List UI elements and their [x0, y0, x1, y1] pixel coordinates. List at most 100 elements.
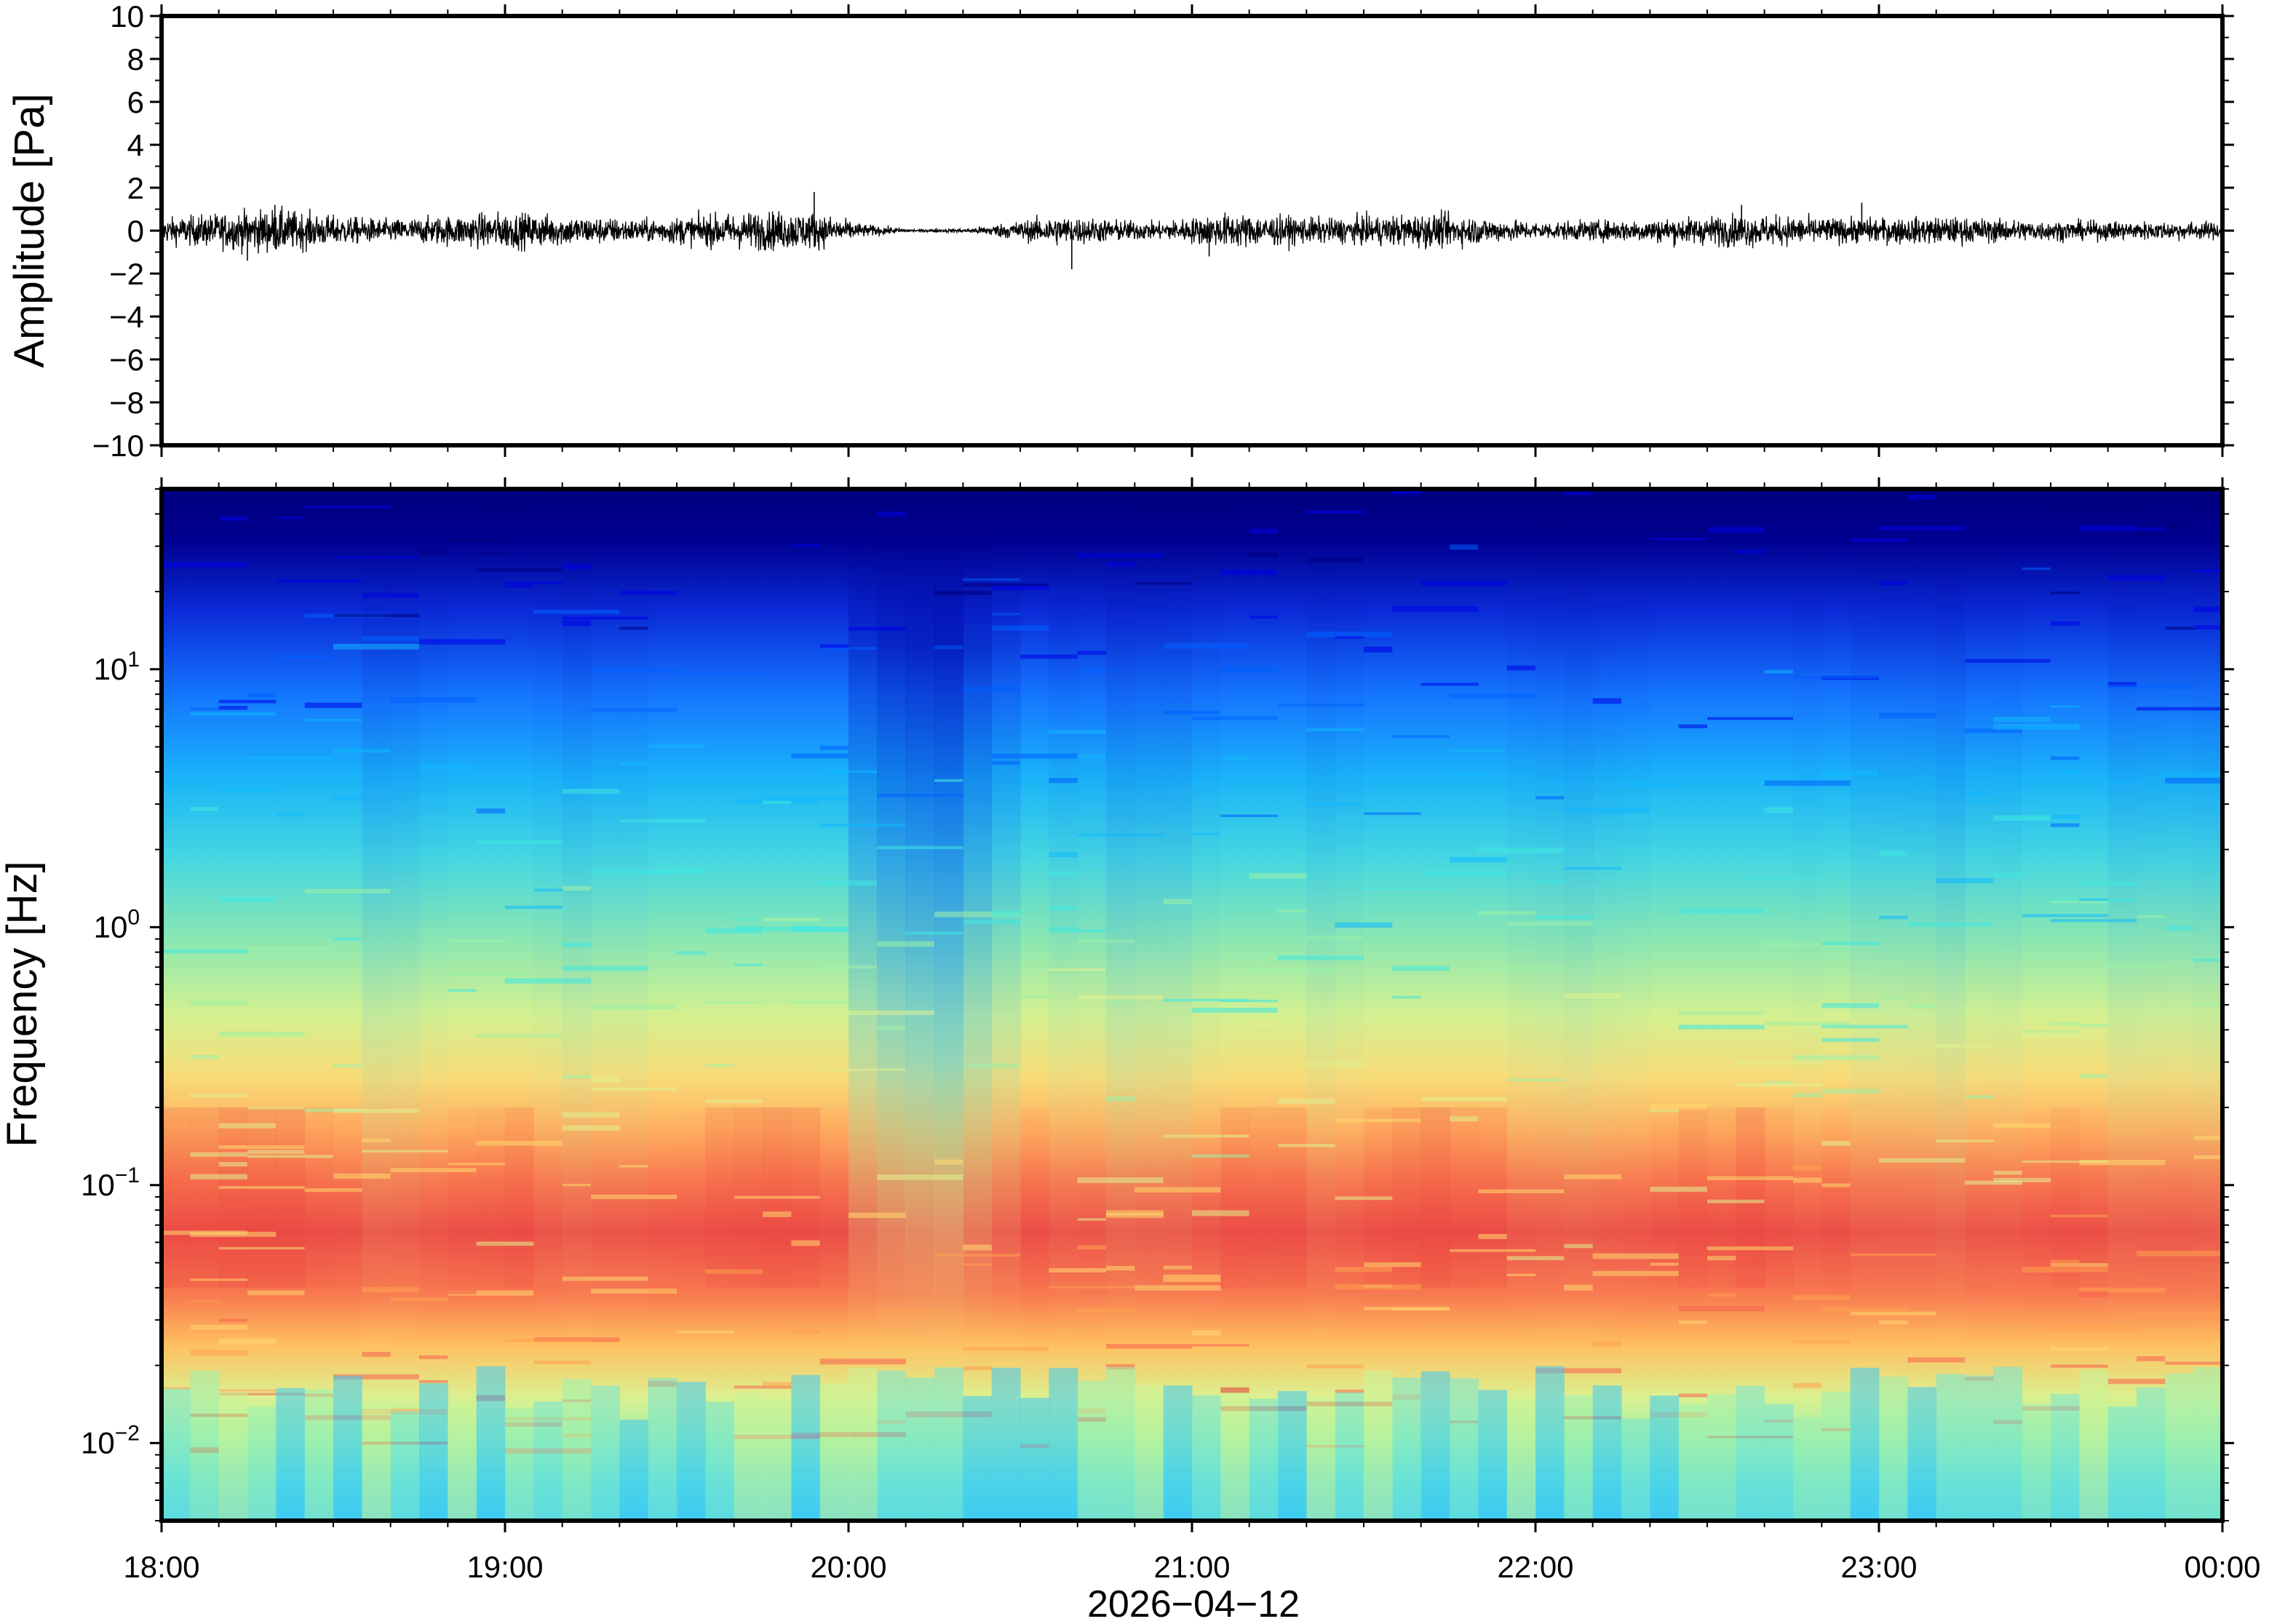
spectrogram-texture-stripe	[1907, 1003, 1936, 1008]
spectrogram-texture-stripe	[934, 911, 1020, 918]
spectrogram-texture-stripe	[1278, 704, 1364, 706]
spectrogram-texture-stripe	[333, 1108, 362, 1113]
spectrogram-low-cell	[1678, 1404, 1708, 1521]
spectrogram-texture-stripe	[1793, 1055, 1879, 1061]
spectrogram-texture-stripe	[791, 1240, 820, 1246]
spectrogram-column-peak	[162, 1107, 191, 1288]
spectrogram-texture-stripe	[991, 760, 1020, 765]
spectrogram-low-cell	[1879, 1376, 1908, 1521]
spectrogram-column-peak	[1650, 1107, 1679, 1288]
spectrogram-texture-stripe	[791, 926, 820, 928]
spectrogram-low-cell	[1592, 1385, 1622, 1521]
spectrogram-texture-stripe	[2079, 1291, 2108, 1297]
spectrogram-texture-stripe	[1965, 792, 1994, 795]
spectrogram-texture-stripe	[476, 503, 534, 508]
spectrogram-low-cell	[1420, 1371, 1450, 1521]
time-axis: 18:00 19:00 20:00 21:00 22:00 23:00 00:00	[123, 4, 2261, 1584]
spectrogram-texture-stripe	[705, 1099, 763, 1103]
spectrogram-texture-stripe	[648, 1289, 677, 1293]
spectrogram-texture-stripe	[819, 768, 849, 773]
spectrogram-texture-stripe	[619, 626, 648, 630]
spectrogram-column-peak	[820, 1107, 849, 1288]
date-label: 2026−04−12	[1087, 1583, 1300, 1624]
spectrogram-low-cell	[247, 1406, 277, 1521]
spectrogram-texture-stripe	[2107, 781, 2137, 784]
waveform-panel: 10 8 6 4 2 0 −2 −4 −6 −8 −10 Amplitude [Pa]	[6, 0, 2234, 463]
spectrogram-column	[362, 489, 392, 1521]
spectrogram-texture-stripe	[276, 655, 333, 658]
spectrogram-low-cell	[1850, 1367, 1880, 1521]
spectrogram-texture-stripe	[1736, 876, 1822, 879]
spectrogram-texture-stripe	[1420, 682, 1479, 686]
spectrogram-texture-stripe	[1220, 814, 1278, 818]
spectrogram-texture-stripe	[2107, 1378, 2166, 1385]
spectrogram-texture-stripe	[218, 1186, 305, 1189]
spectrogram-texture-stripe	[1850, 1253, 1936, 1257]
spectrogram-texture-stripe	[677, 951, 706, 955]
spectrogram-texture-stripe	[1192, 1344, 1249, 1347]
spectrogram-texture-stripe	[1420, 498, 1450, 502]
spectrogram-texture-stripe	[1192, 1329, 1221, 1336]
spectrogram-texture-stripe	[877, 794, 963, 797]
spectrogram-texture-stripe	[1306, 803, 1364, 806]
spectrogram-texture-stripe	[1707, 969, 1765, 972]
spectrogram-texture-stripe	[2079, 1073, 2108, 1079]
spectrogram-texture-stripe	[1049, 1267, 1106, 1273]
spectrogram-column	[533, 489, 563, 1521]
spectrogram-texture-stripe	[333, 795, 362, 800]
spectrogram-texture-stripe	[190, 1152, 247, 1157]
spectrogram-texture-stripe	[877, 845, 963, 850]
spectrogram-texture-stripe	[276, 813, 305, 816]
spectrogram-texture-stripe	[1650, 1104, 1707, 1110]
spectrogram-texture-stripe	[162, 949, 247, 954]
spectrogram-column	[419, 489, 448, 1521]
spectrogram-texture-stripe	[562, 1125, 620, 1131]
spectrogram-texture-stripe	[1564, 867, 1621, 870]
time-tick-label: 18:00	[123, 1550, 199, 1584]
spectrogram-texture-stripe	[934, 779, 963, 782]
spectrogram-texture-stripe	[2137, 1251, 2222, 1257]
spectrogram-texture-stripe	[648, 744, 706, 749]
spectrogram-texture-stripe	[562, 966, 648, 971]
spectrogram-column-peak	[190, 1107, 220, 1288]
spectrogram-texture-stripe	[849, 1010, 934, 1016]
spectrogram-texture-stripe	[991, 753, 1078, 759]
spectrogram-texture-stripe	[2051, 769, 2080, 775]
spectrogram-texture-stripe	[591, 1194, 677, 1200]
spectrogram-texture-stripe	[304, 719, 362, 722]
spectrogram-low-cell	[1364, 1370, 1393, 1521]
spectrogram-texture-stripe	[2022, 1161, 2108, 1163]
spectrogram-texture-stripe	[533, 1361, 591, 1364]
spectrogram-column-peak	[1821, 1107, 1851, 1288]
spectrogram-texture-stripe	[705, 1000, 792, 1004]
spectrogram-low-cell	[2193, 1367, 2222, 1521]
spectrogram-texture-stripe	[1707, 1256, 1736, 1261]
time-tick-label: 20:00	[810, 1550, 886, 1584]
spectrogram-texture-stripe	[448, 1163, 505, 1166]
spectrogram-texture-stripe	[2193, 1003, 2222, 1007]
spectrogram-texture-stripe	[218, 1123, 277, 1129]
spectrogram-texture-stripe	[991, 910, 1020, 917]
spectrogram-texture-stripe	[591, 708, 677, 712]
spectrogram-low-cell	[1936, 1374, 1966, 1521]
waveform-y-tick-label: 0	[127, 214, 144, 248]
spectrogram-texture-stripe	[1163, 1274, 1221, 1278]
spectrogram-texture-stripe	[1678, 1305, 1765, 1312]
spectrogram-texture-stripe	[1764, 669, 1793, 674]
spectrogram-texture-stripe	[1764, 1022, 1851, 1026]
spectrogram-texture-stripe	[1592, 698, 1621, 704]
spectrogram-texture-stripe	[419, 1380, 448, 1383]
spectrogram-texture-stripe	[1993, 872, 2022, 878]
spectrogram-texture-stripe	[333, 1374, 419, 1380]
spectrogram-texture-stripe	[2107, 682, 2137, 688]
spectrogram-column-peak	[505, 1107, 534, 1288]
spectrogram-texture-stripe	[218, 1393, 305, 1396]
spectrogram-column	[905, 489, 935, 1521]
spectrogram-texture-stripe	[562, 492, 591, 498]
spectrogram-texture-stripe	[1106, 1266, 1135, 1271]
time-tick-label: 23:00	[1840, 1550, 1917, 1584]
spectrogram-low-cell	[763, 1399, 792, 1521]
spectrogram-texture-stripe	[963, 1063, 1020, 1068]
spectrogram-texture-stripe	[619, 819, 706, 823]
spectrogram-texture-stripe	[1736, 1061, 1822, 1065]
